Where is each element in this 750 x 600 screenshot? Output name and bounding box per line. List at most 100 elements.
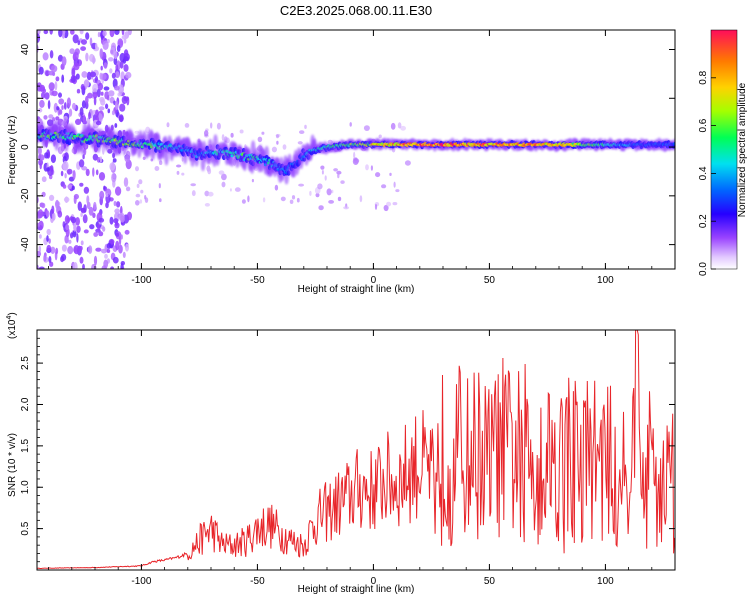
heatmap-x-axis-label: Height of straight line (km) [298, 284, 415, 295]
heatmap-noise-blob [115, 240, 120, 251]
heatmap-noise-blob [58, 30, 63, 38]
chart-title: C2E3.2025.068.00.11.E30 [280, 3, 432, 18]
heatmap-noise-blob [92, 153, 99, 161]
heatmap-noise-blob [81, 39, 87, 45]
heatmap-noise-blob [48, 114, 54, 119]
heatmap-noise-blob [123, 56, 129, 61]
heatmap-noise-blob [98, 106, 105, 111]
heatmap-noise-blob [221, 181, 226, 188]
heatmap-noise-blob [115, 71, 120, 78]
heatmap-noise-blob [37, 222, 40, 228]
heatmap-noise-blob [109, 30, 115, 38]
colorbar-tick-label: 0.2 [698, 214, 709, 228]
heatmap-noise-blob [103, 259, 109, 269]
heatmap-noise-blob [121, 95, 128, 105]
heatmap-noise-blob [247, 195, 250, 203]
heatmap-noise-blob [114, 100, 119, 111]
heatmap-noise-blob [81, 71, 88, 78]
heatmap-noise-blob [83, 186, 90, 194]
heatmap-noise-blob [65, 224, 70, 231]
heatmap-noise-blob [282, 144, 287, 150]
heatmap-noise-blob [139, 199, 143, 204]
heatmap-noise-blob [154, 166, 160, 171]
heatmap-noise-blob [93, 255, 98, 266]
snr-x-tick-label: 50 [484, 576, 496, 587]
heatmap-noise-blob [60, 170, 64, 177]
heatmap-noise-blob [75, 73, 80, 80]
heatmap-noise-blob [135, 200, 140, 206]
heatmap-noise-blob [124, 154, 131, 163]
heatmap-noise-blob [113, 200, 117, 207]
heatmap-noise-blob [38, 220, 44, 230]
heatmap-noise-blob [72, 34, 79, 44]
heatmap-noise-blob [349, 122, 352, 127]
snr-scale-prefix: (x10 [7, 319, 18, 339]
heatmap-noise-blob [73, 195, 77, 205]
heatmap-noise-blob [159, 160, 163, 165]
heatmap-noise-blob [55, 76, 60, 82]
snr-y-tick-label: 1.0 [20, 480, 31, 494]
heatmap-noise-blob [51, 205, 55, 214]
heatmap-noise-blob [102, 226, 106, 232]
heatmap-noise-blob [92, 55, 95, 65]
heatmap-noise-blob [120, 71, 125, 81]
heatmap-noise-blob [400, 125, 406, 131]
heatmap-noise-blob [37, 33, 41, 43]
heatmap-noise-blob [145, 126, 151, 134]
heatmap-noise-blob [221, 173, 227, 181]
snr-series-line [37, 330, 675, 569]
heatmap-noise-blob [116, 201, 121, 208]
heatmap-noise-blob [363, 125, 370, 131]
heatmap-noise-blob [114, 208, 121, 214]
heatmap-noise-blob [166, 122, 170, 128]
heatmap-noise-blob [134, 130, 140, 134]
heatmap-noise-blob [317, 183, 323, 190]
heatmap-noise-blob [276, 134, 279, 139]
heatmap-noise-blob [184, 123, 190, 128]
heatmap-noise-blob [108, 90, 115, 97]
heatmap-noise-blob [76, 233, 79, 243]
heatmap-noise-blob [39, 162, 42, 170]
heatmap-noise-blob [42, 52, 49, 61]
heatmap-noise-blob [395, 189, 400, 193]
heatmap-noise-blob [114, 85, 120, 91]
heatmap-noise-blob [72, 230, 77, 238]
colorbar-label: Normalized spectral amplitude [737, 82, 748, 217]
snr-y-tick-label: 2.5 [20, 356, 31, 370]
heatmap-noise-blob [93, 232, 99, 237]
heatmap-noise-blob [191, 190, 196, 197]
heatmap-noise-blob [49, 50, 54, 59]
heatmap-noise-blob [98, 172, 106, 181]
heatmap-noise-blob [61, 74, 65, 83]
heatmap-noise-blob [158, 183, 161, 189]
heatmap-noise-blob [38, 66, 44, 75]
heatmap-noise-blob [276, 140, 279, 145]
heatmap-noise-blob [121, 35, 128, 40]
heatmap-noise-blob [69, 48, 75, 55]
heatmap-noise-blob [38, 107, 43, 113]
heatmap-noise-blob [291, 195, 296, 200]
heatmap-noise-blob [61, 253, 67, 261]
heatmap-noise-blob [105, 193, 109, 198]
heatmap-noise-blob [69, 216, 74, 222]
heatmap-noise-blob [135, 193, 141, 198]
heatmap-noise-blob [241, 199, 246, 204]
heatmap-noise-blob [88, 245, 93, 254]
heatmap-noise-blob [72, 170, 76, 180]
heatmap-noise-blob [321, 170, 324, 175]
heatmap-noise-blob [136, 183, 140, 188]
heatmap-noise-blob [111, 110, 115, 116]
heatmap-noise-blob [46, 235, 49, 242]
heatmap-noise-blob [37, 209, 44, 219]
heatmap-noise-blob [92, 91, 98, 99]
heatmap-noise-blob [43, 30, 49, 35]
heatmap-noise-blob [50, 154, 57, 163]
heatmap-y-axis-label: Frequency (Hz) [7, 116, 18, 185]
heatmap-noise-blob [62, 160, 69, 171]
heatmap-noise-blob [43, 88, 46, 93]
heatmap-noise-blob [333, 168, 338, 172]
heatmap-noise-blob [103, 86, 110, 91]
heatmap-noise-blob [45, 210, 50, 218]
heatmap-noise-blob [95, 247, 102, 252]
heatmap-noise-blob [83, 204, 87, 213]
